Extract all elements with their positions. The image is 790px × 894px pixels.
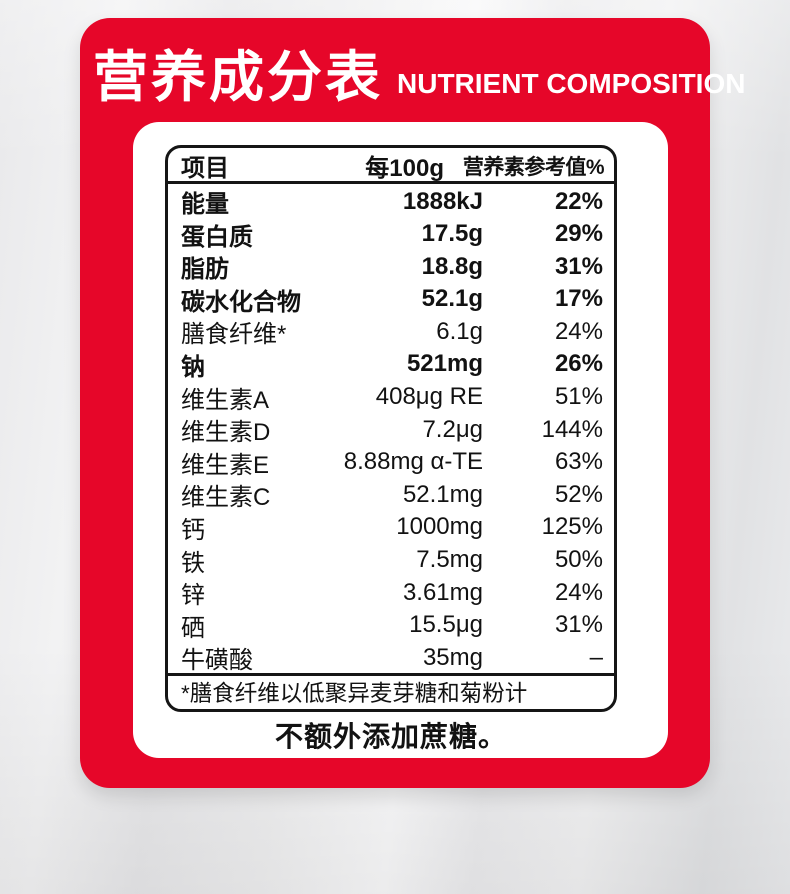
nutrient-nrv: 31% [554,611,603,639]
nutrient-nrv: 125% [541,513,603,541]
nutrient-amount: 6.1g [436,317,483,345]
nutrient-name: 维生素A [181,386,270,414]
nutrient-rows: 能量 1888kJ 22% 蛋白质 17.5g 29% 脂肪 18.8g 31% 碳水化合物 52.… [168,184,614,675]
nutrient-amount: 18.8g [421,252,483,280]
nutrient-amount: 1888kJ [402,187,483,215]
nutrient-row: 维生素A 408μg RE 51% [168,380,614,414]
card-title: 营养成分表 NUTRIENT COMPOSITION [93,46,745,108]
nutrient-nrv: – [589,643,603,671]
nutrient-amount: 1000mg [396,513,483,541]
nutrient-nrv: 24% [554,578,603,606]
nutrient-row: 碳水化合物 52.1g 17% [168,282,614,316]
header-per-100g: 每100g [365,155,444,182]
nutrient-name: 锌 [181,582,205,610]
nutrient-nrv: 29% [554,220,603,248]
nutrient-amount: 35mg [422,643,483,671]
nutrient-row: 牛磺酸 35mg – [168,640,614,675]
nutrient-name: 能量 [181,191,229,218]
nutrient-row: 脂肪 18.8g 31% [168,249,614,284]
title-en: NUTRIENT COMPOSITION [397,68,746,99]
nutrient-amount: 408μg RE [375,383,483,411]
nutrient-name: 膳食纤维* [181,321,287,349]
nutrient-row: 铁 7.5mg 50% [168,543,614,577]
nutrient-nrv: 17% [554,285,603,313]
nutrient-amount: 3.61mg [402,578,483,606]
nutrient-nrv: 144% [541,415,603,443]
nutrient-row: 硒 15.5μg 31% [168,608,614,642]
nutrient-name: 维生素E [181,451,270,479]
nutrient-row: 钙 1000mg 125% [168,510,614,544]
nutrient-row: 蛋白质 17.5g 29% [168,217,614,251]
nutrient-name: 碳水化合物 [181,288,301,316]
nutrient-amount: 52.1g [421,285,483,313]
nutrient-row: 膳食纤维* 6.1g 24% [168,314,614,349]
nutrient-name: 维生素C [181,484,271,512]
nutrition-table: 项目 每100g 营养素参考值% 能量 1888kJ 22% 蛋白质 17.5g 29% 脂… [165,145,617,712]
nutrient-amount: 521mg [406,350,483,378]
nutrient-nrv: 51% [554,383,603,411]
nutrient-name: 脂肪 [181,256,229,284]
nutrient-nrv: 63% [554,448,603,476]
header-item: 项目 [181,155,229,182]
nutrient-amount: 7.5mg [416,546,483,574]
nutrient-nrv: 50% [554,546,603,574]
nutrient-nrv: 22% [554,187,603,215]
title-zh: 营养成分表 [93,46,384,108]
nutrient-name: 牛磺酸 [181,647,253,675]
nutrition-card: 营养成分表 NUTRIENT COMPOSITION 项目 每100g 营养素参… [80,18,745,788]
nutrient-name: 铁 [181,549,205,577]
nutrient-nrv: 31% [554,252,603,280]
nutrient-row: 钠 521mg 26% [168,347,614,381]
table-footnote: *膳食纤维以低聚异麦芽糖和菊粉计 [168,672,614,709]
nutrient-name: 钠 [181,353,205,381]
nutrient-row: 能量 1888kJ 22% [168,184,614,219]
nutrient-nrv: 26% [554,350,603,378]
nutrient-amount: 15.5μg [409,611,483,639]
nutrient-amount: 7.2μg [422,415,483,443]
nutrient-name: 维生素D [181,419,271,447]
nutrient-row: 维生素E 8.88mg α-TE 63% [168,445,614,479]
nutrition-panel: 项目 每100g 营养素参考值% 能量 1888kJ 22% 蛋白质 17.5g 29% 脂… [133,122,668,758]
nutrient-amount: 17.5g [421,220,483,248]
nutrient-row: 维生素C 52.1mg 52% [168,477,614,512]
nutrient-amount: 52.1mg [402,480,483,508]
nutrient-amount: 8.88mg α-TE [343,448,483,476]
nutrient-row: 锌 3.61mg 24% [168,575,614,610]
nutrient-name: 硒 [181,614,205,642]
nutrient-nrv: 24% [554,317,603,345]
header-nrv: 营养素参考值% [462,155,605,179]
nutrient-name: 钙 [181,516,205,544]
nutrient-row: 维生素D 7.2μg 144% [168,412,614,447]
no-added-sugar-note: 不额外添加蔗糖。 [274,721,507,752]
nutrient-nrv: 52% [554,480,603,508]
table-header: 项目 每100g 营养素参考值% [168,148,614,184]
nutrient-name: 蛋白质 [181,223,253,251]
